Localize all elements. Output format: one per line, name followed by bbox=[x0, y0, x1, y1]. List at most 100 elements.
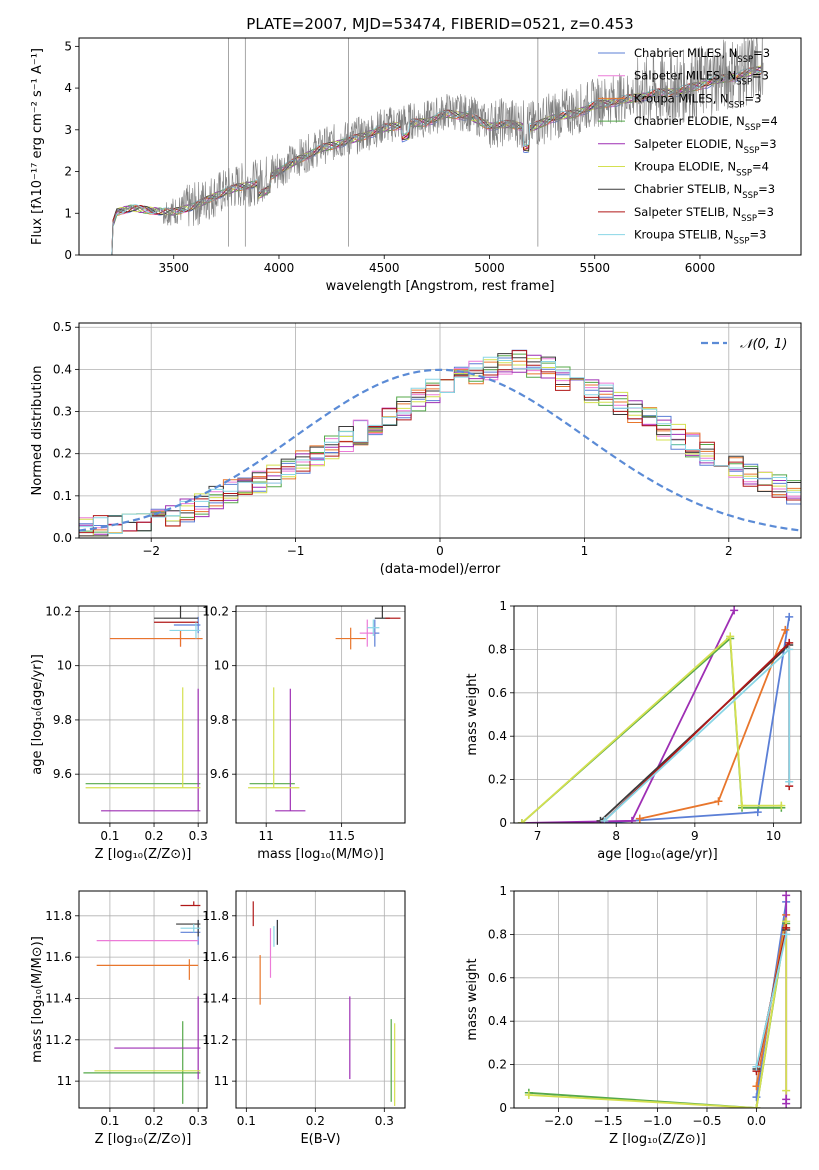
legend-tail: =3 bbox=[758, 182, 775, 196]
mass-weight-line bbox=[755, 934, 788, 1067]
histogram-step-line bbox=[79, 360, 801, 537]
legend-subscript: SSP bbox=[741, 214, 757, 224]
x-tick-label: 4500 bbox=[369, 261, 400, 275]
y-tick-label: 0 bbox=[499, 1101, 507, 1115]
x-axis-label: wavelength [Angstrom, rest frame] bbox=[326, 279, 555, 294]
y-tick-label: 0.8 bbox=[488, 927, 507, 941]
axes-residuals: −2 −1 0 1 2 0.0 0.1 0.2 0.3 0.4 0.5 (data-model)/er… bbox=[30, 320, 802, 577]
legend-tail: =3 bbox=[752, 69, 769, 83]
axes-mass-weight-vs-age: 7 8 9 10 0 0.2 0.4 0.6 0.8 1 age [log₁₀(age/yr)] ma… bbox=[465, 599, 802, 862]
x-tick-label: 0.3 bbox=[189, 1114, 208, 1128]
x-tick-label: 0.0 bbox=[747, 1114, 766, 1128]
x-tick-label: 8 bbox=[612, 829, 620, 843]
y-tick-label: 11.4 bbox=[45, 991, 72, 1005]
data-point-marker bbox=[785, 645, 794, 654]
axes-age-vs-Z: 0.1 0.2 0.3 9.6 9.8 10 10.2 Z [log₁₀(Z/Z⊙)] age … bbox=[30, 604, 208, 862]
y-tick-label: 0.6 bbox=[488, 971, 507, 985]
legend-text: Kroupa MILES, N bbox=[634, 91, 729, 105]
data-point-marker bbox=[752, 1062, 761, 1071]
axes-frame bbox=[78, 890, 208, 1109]
y-tick-label: 9.6 bbox=[53, 767, 72, 781]
data-point-marker bbox=[726, 632, 735, 641]
axes-frame bbox=[235, 605, 406, 824]
y-tick-label: 0.4 bbox=[488, 1014, 507, 1028]
y-axis-label: mass weight bbox=[465, 958, 480, 1040]
histogram-step-line bbox=[79, 356, 801, 534]
plot-area bbox=[79, 349, 801, 537]
legend-entry: Salpeter MILES, NSSP=3 bbox=[634, 69, 769, 88]
y-tick-label: 9.8 bbox=[210, 713, 229, 727]
y-tick-label: 0 bbox=[499, 816, 507, 830]
x-tick-label: −1 bbox=[287, 544, 305, 558]
data-point-marker bbox=[782, 930, 791, 939]
mass-weight-line bbox=[528, 921, 788, 1108]
x-tick-label: 9 bbox=[691, 829, 699, 843]
y-tick-label: 0.4 bbox=[53, 362, 72, 376]
legend-tail: =3 bbox=[757, 205, 774, 219]
y-tick-label: 10 bbox=[214, 659, 229, 673]
y-tick-label: 1 bbox=[64, 206, 72, 220]
legend-subscript: SSP bbox=[742, 191, 758, 201]
legend-subscript: SSP bbox=[745, 123, 761, 133]
plot-area bbox=[83, 901, 201, 1104]
x-tick-label: 0.2 bbox=[144, 1114, 163, 1128]
legend-subscript: SSP bbox=[734, 237, 750, 247]
legend-text: Kroupa ELODIE, N bbox=[634, 160, 736, 174]
model-spectrum-line bbox=[110, 69, 763, 255]
x-tick-label: 10 bbox=[766, 829, 781, 843]
data-point-marker bbox=[785, 612, 794, 621]
axes-mass-vs-Z: 0.1 0.2 0.3 11 11.2 11.4 11.6 11.8 Z [log₁₀(Z/Z⊙… bbox=[30, 890, 208, 1147]
legend-tail: =3 bbox=[744, 91, 761, 105]
x-tick-label: 0.1 bbox=[100, 829, 119, 843]
legend-entry: Salpeter ELODIE, NSSP=3 bbox=[634, 137, 777, 156]
legend-entry: 𝒩(0, 1) bbox=[740, 337, 787, 352]
legend-entry: Chabrier STELIB, NSSP=3 bbox=[634, 182, 775, 201]
y-tick-label: 11.8 bbox=[202, 909, 229, 923]
x-tick-label: −2.0 bbox=[544, 1114, 573, 1128]
x-axis-label: mass [log₁₀(M/M⊙)] bbox=[257, 847, 384, 862]
axes-frame bbox=[513, 890, 802, 1109]
data-spectrum-line bbox=[110, 38, 764, 255]
y-tick-label: 11.2 bbox=[202, 1033, 229, 1047]
y-axis-label: Flux [fλ10⁻¹⁷ erg cm⁻² s⁻¹ A⁻¹] bbox=[30, 48, 45, 245]
legend-subscript: SSP bbox=[729, 100, 745, 110]
data-point-marker bbox=[600, 816, 609, 823]
x-tick-label: 0.1 bbox=[237, 1114, 256, 1128]
axes-mass-vs-EBV: 0.1 0.2 0.3 11 11.2 11.4 11.6 11.8 E(B-V) bbox=[202, 890, 406, 1147]
mass-weight-line bbox=[521, 634, 782, 823]
plot-area bbox=[524, 891, 791, 1108]
x-tick-label: 7 bbox=[534, 829, 542, 843]
normal-curve-line bbox=[79, 368, 801, 532]
legend-entry: Chabrier ELODIE, NSSP=4 bbox=[634, 114, 778, 133]
legend-subscript: SSP bbox=[744, 146, 760, 156]
y-tick-label: 11.8 bbox=[45, 909, 72, 923]
y-tick-label: 0.5 bbox=[53, 320, 72, 334]
y-tick-label: 1 bbox=[499, 599, 507, 613]
data-point-marker bbox=[627, 816, 636, 823]
legend-text: Kroupa STELIB, N bbox=[634, 228, 734, 242]
chart-title: PLATE=2007, MJD=53474, FIBERID=0521, z=0… bbox=[246, 15, 633, 33]
y-tick-label: 0.8 bbox=[488, 642, 507, 656]
axes-mass-weight-vs-Z: −2.0 −1.5 −1.0 −0.5 0.0 0 0.2 0.4 0.6 0.8 1 Z [log₁… bbox=[465, 884, 802, 1147]
mass-weight-line bbox=[521, 636, 782, 823]
y-tick-label: 9.6 bbox=[210, 767, 229, 781]
axes-frame bbox=[235, 890, 406, 1109]
data-point-marker bbox=[738, 801, 747, 810]
histogram-step-line bbox=[79, 350, 801, 534]
data-point-marker bbox=[785, 777, 794, 786]
y-tick-label: 0.6 bbox=[488, 686, 507, 700]
x-tick-label: 4000 bbox=[264, 261, 295, 275]
mass-weight-line bbox=[639, 629, 787, 820]
mass-weight-line bbox=[603, 647, 791, 822]
x-tick-label: 11 bbox=[259, 829, 274, 843]
data-point-marker bbox=[782, 891, 791, 900]
y-tick-label: 10.2 bbox=[45, 604, 72, 618]
model-spectrum-line bbox=[110, 68, 763, 255]
legend-entry: Salpeter STELIB, NSSP=3 bbox=[634, 205, 774, 224]
plot-area bbox=[252, 901, 396, 1106]
mass-weight-line bbox=[521, 609, 736, 823]
data-point-marker bbox=[782, 1086, 791, 1095]
x-tick-label: −2 bbox=[142, 544, 160, 558]
legend-tail: =4 bbox=[752, 160, 769, 174]
